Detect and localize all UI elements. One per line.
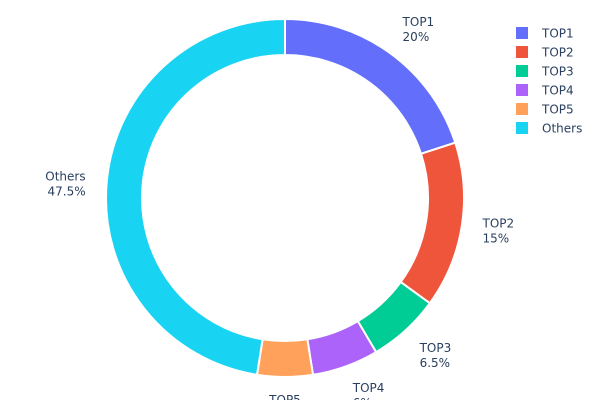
- legend-swatch-top4[interactable]: [516, 84, 528, 96]
- legend-label-top2[interactable]: TOP2: [541, 46, 574, 60]
- slice-percent-top4: 6%: [353, 396, 372, 400]
- slice-label-top1: TOP1: [402, 15, 435, 29]
- legend-label-top3[interactable]: TOP3: [541, 65, 574, 79]
- slice-label-top3: TOP3: [419, 341, 452, 355]
- slice-label-others: Others: [45, 169, 85, 183]
- legend-swatch-top1[interactable]: [516, 27, 528, 39]
- slice-label-top5: TOP5: [268, 393, 301, 400]
- legend-swatch-top3[interactable]: [516, 65, 528, 77]
- legend: TOP1 TOP2 TOP3 TOP4 TOP5 Others: [516, 27, 582, 136]
- slice-top5[interactable]: [255, 338, 315, 378]
- slice-top1[interactable]: [284, 17, 457, 156]
- slice-percent-top2: 15%: [483, 231, 510, 245]
- slices-layer: [105, 17, 465, 378]
- legend-label-others[interactable]: Others: [542, 122, 582, 136]
- slice-percent-others: 47.5%: [47, 184, 85, 198]
- slice-label-top4: TOP4: [352, 381, 385, 395]
- slice-others[interactable]: [105, 17, 286, 376]
- legend-swatch-top2[interactable]: [516, 46, 528, 58]
- slice-top2[interactable]: [399, 141, 465, 305]
- slice-label-top2: TOP2: [482, 216, 515, 230]
- legend-swatch-others[interactable]: [516, 122, 528, 134]
- legend-label-top4[interactable]: TOP4: [541, 84, 574, 98]
- slice-percent-top3: 6.5%: [420, 356, 451, 370]
- legend-label-top5[interactable]: TOP5: [541, 103, 574, 117]
- slice-percent-top1: 20%: [403, 30, 430, 44]
- legend-swatch-top5[interactable]: [516, 103, 528, 115]
- legend-label-top1[interactable]: TOP1: [541, 27, 574, 41]
